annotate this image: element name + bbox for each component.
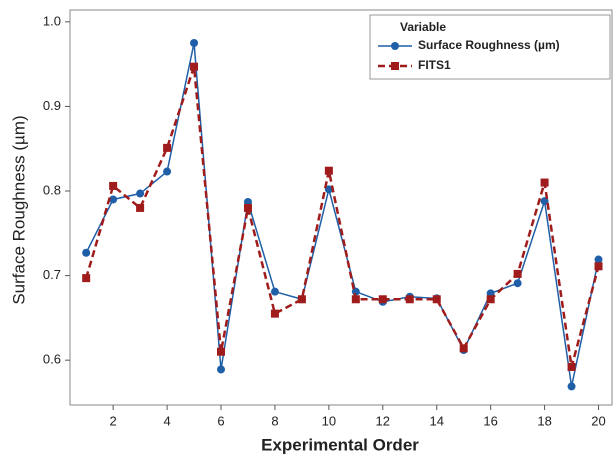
point — [163, 143, 172, 152]
point — [378, 295, 387, 304]
point — [243, 203, 252, 212]
y-tick-label: 0.6 — [43, 352, 61, 367]
point — [190, 62, 199, 71]
point — [109, 181, 118, 190]
legend-marker — [391, 62, 399, 70]
x-tick-label: 16 — [483, 413, 497, 428]
x-tick-label: 2 — [110, 413, 117, 428]
point — [297, 295, 306, 304]
point — [567, 362, 576, 371]
plot-frame — [69, 9, 613, 406]
point — [405, 295, 414, 304]
x-tick-label: 14 — [429, 413, 443, 428]
point — [109, 195, 118, 204]
legend-title: Variable — [400, 20, 446, 34]
series-line — [85, 42, 600, 387]
y-tick-label: 1.0 — [43, 13, 61, 28]
series-line — [84, 66, 600, 368]
x-tick-label: 6 — [217, 413, 224, 428]
legend-label: Surface Roughness (µm) — [418, 38, 560, 52]
point — [513, 269, 522, 278]
x-tick-label: 18 — [537, 413, 551, 428]
point — [136, 203, 145, 212]
point — [136, 189, 145, 198]
point — [217, 347, 226, 356]
y-tick-label: 0.9 — [43, 98, 61, 113]
point — [432, 295, 441, 304]
point — [190, 38, 199, 47]
point — [459, 344, 468, 353]
point — [270, 287, 279, 296]
point — [82, 248, 91, 257]
point — [351, 295, 360, 304]
point — [324, 185, 333, 194]
point — [567, 382, 576, 391]
x-axis-title: Experimental Order — [261, 435, 419, 454]
x-tick-label: 12 — [376, 413, 390, 428]
y-tick-label: 0.7 — [43, 267, 61, 282]
point — [82, 274, 91, 283]
legend-marker — [391, 42, 399, 50]
point — [594, 262, 603, 271]
legend-label: FITS1 — [418, 58, 451, 72]
x-tick-label: 10 — [322, 413, 336, 428]
y-axis-title: Surface Roughness (µm) — [9, 115, 28, 304]
point — [270, 309, 279, 318]
y-tick-label: 0.8 — [43, 182, 61, 197]
point — [324, 166, 333, 175]
point — [217, 365, 226, 374]
x-tick-label: 8 — [271, 413, 278, 428]
point — [594, 255, 603, 264]
point — [163, 167, 172, 176]
point — [540, 178, 549, 187]
x-tick-label: 20 — [591, 413, 605, 428]
point — [486, 295, 495, 304]
legend-box — [369, 14, 611, 80]
point — [513, 279, 522, 288]
x-tick-label: 4 — [163, 413, 170, 428]
